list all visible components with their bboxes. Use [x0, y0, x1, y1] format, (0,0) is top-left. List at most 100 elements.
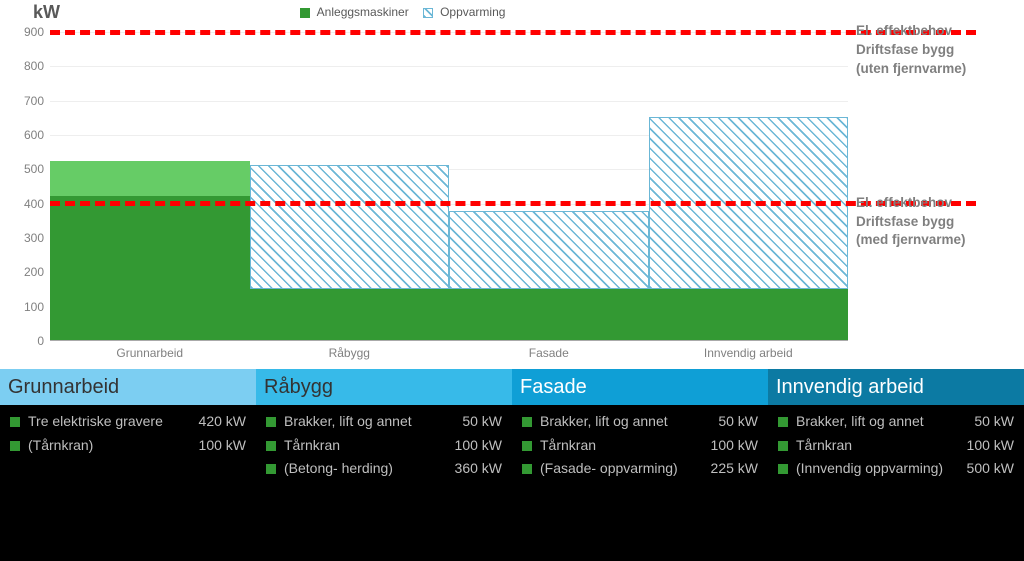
phase-item: (Tårnkran)100 kW [10, 437, 246, 455]
y-axis-title: kW [33, 2, 60, 23]
phase-header: Fasade [512, 369, 768, 405]
phase-item-label: Tårnkran [284, 437, 455, 455]
legend-label: Oppvarming [440, 5, 505, 19]
phase-item: Tårnkran100 kW [522, 437, 758, 455]
phase-item-list: Tre elektriske gravere420 kW(Tårnkran)10… [10, 413, 246, 454]
phase-item: (Fasade- oppvarming)225 kW [522, 460, 758, 478]
phase-item-value: 100 kW [455, 437, 502, 453]
phase-item-value: 50 kW [462, 413, 502, 429]
x-tick-label: Fasade [529, 340, 569, 360]
phase-item-label: Tre elektriske gravere [28, 413, 199, 431]
bullet-icon [522, 417, 532, 427]
phase-item-label: Tårnkran [540, 437, 711, 455]
phase-item-label: (Betong- herding) [284, 460, 455, 478]
y-tick-label: 900 [24, 25, 50, 39]
chart-container: kW Anleggsmaskiner Oppvarming 0100200300… [0, 0, 1024, 369]
phase-column: Råbygg Brakker, lift og annet50 kW Tårnkra… [256, 369, 512, 561]
gridline [50, 66, 848, 67]
phase-item-value: 500 kW [967, 460, 1014, 476]
bar-anleggsmaskiner-alt [50, 161, 250, 195]
legend-label: Anleggsmaskiner [317, 5, 409, 19]
bullet-icon [778, 417, 788, 427]
phase-item: (Innvendig oppvarming)500 kW [778, 460, 1014, 478]
phase-item-label: (Fasade- oppvarming) [540, 460, 711, 478]
phase-item-value: 50 kW [718, 413, 758, 429]
reference-line [50, 30, 976, 35]
bullet-icon [266, 464, 276, 474]
bullet-icon [522, 464, 532, 474]
bullet-icon [266, 417, 276, 427]
phase-header: Grunnarbeid [0, 369, 256, 405]
bar-anleggsmaskiner [250, 289, 450, 341]
ref-line-label: (med fjernvarme) [856, 231, 966, 250]
phase-body: Tre elektriske gravere420 kW(Tårnkran)10… [0, 405, 256, 468]
phase-body: Brakker, lift og annet50 kW Tårnkran100 k… [768, 405, 1024, 492]
y-tick-label: 600 [24, 128, 50, 142]
phase-item-list: Brakker, lift og annet50 kW Tårnkran100 k… [266, 413, 502, 478]
phase-item-value: 420 kW [199, 413, 246, 429]
bullet-icon [10, 441, 20, 451]
bar-anleggsmaskiner [50, 196, 250, 340]
ref-line-label: El. effektbehov [856, 22, 966, 41]
phase-item-label: Brakker, lift og annet [540, 413, 718, 431]
phase-item-value: 100 kW [967, 437, 1014, 453]
reference-line-label-group: El. effektbehovDriftsfase bygg(uten fjer… [856, 22, 966, 79]
phase-item-label: Brakker, lift og annet [796, 413, 974, 431]
bullet-icon [10, 417, 20, 427]
x-tick-label: Innvendig arbeid [704, 340, 793, 360]
phase-item-value: 100 kW [711, 437, 758, 453]
bullet-icon [522, 441, 532, 451]
phase-item: Brakker, lift og annet50 kW [522, 413, 758, 431]
bullet-icon [266, 441, 276, 451]
phase-item: Tårnkran100 kW [266, 437, 502, 455]
gridline [50, 101, 848, 102]
phase-column: GrunnarbeidTre elektriske gravere420 kW(… [0, 369, 256, 561]
phase-item: (Betong- herding)360 kW [266, 460, 502, 478]
legend: Anleggsmaskiner Oppvarming [300, 5, 505, 19]
x-tick-label: Råbygg [329, 340, 370, 360]
phase-item: Tårnkran100 kW [778, 437, 1014, 455]
y-tick-label: 800 [24, 59, 50, 73]
phase-header: Råbygg [256, 369, 512, 405]
phase-body: Brakker, lift og annet50 kW Tårnkran100 k… [512, 405, 768, 492]
legend-swatch-icon [423, 8, 433, 18]
phase-item-value: 225 kW [711, 460, 758, 476]
ref-line-label: Driftsfase bygg [856, 213, 966, 232]
phase-item-value: 100 kW [199, 437, 246, 453]
phase-item-list: Brakker, lift og annet50 kW Tårnkran100 k… [778, 413, 1014, 478]
phase-item-label: Brakker, lift og annet [284, 413, 462, 431]
bar-anleggsmaskiner [449, 289, 649, 341]
phase-column: Fasade Brakker, lift og annet50 kW Tårnkra… [512, 369, 768, 561]
plot-area: 0100200300400500600700800900GrunnarbeidR… [50, 32, 848, 341]
phase-item-label: (Tårnkran) [28, 437, 199, 455]
phase-item-label: Tårnkran [796, 437, 967, 455]
phase-item-value: 360 kW [455, 460, 502, 476]
legend-item: Anleggsmaskiner [300, 5, 409, 19]
bullet-icon [778, 464, 788, 474]
bar-oppvarming [449, 211, 649, 288]
reference-line [50, 201, 976, 206]
legend-item: Oppvarming [423, 5, 506, 19]
phase-panels: GrunnarbeidTre elektriske gravere420 kW(… [0, 369, 1024, 561]
y-tick-label: 300 [24, 231, 50, 245]
bar-oppvarming [250, 165, 450, 289]
phase-item-label: (Innvendig oppvarming) [796, 460, 967, 478]
phase-item-value: 50 kW [974, 413, 1014, 429]
phase-item: Brakker, lift og annet50 kW [778, 413, 1014, 431]
phase-column: Innvendig arbeidBrakker, lift og annet50… [768, 369, 1024, 561]
ref-line-label: (uten fjernvarme) [856, 60, 966, 79]
y-tick-label: 100 [24, 300, 50, 314]
phase-item-list: Brakker, lift og annet50 kW Tårnkran100 k… [522, 413, 758, 478]
ref-line-label: Driftsfase bygg [856, 41, 966, 60]
phase-item: Tre elektriske gravere420 kW [10, 413, 246, 431]
y-tick-label: 400 [24, 197, 50, 211]
y-tick-label: 500 [24, 162, 50, 176]
bullet-icon [778, 441, 788, 451]
y-tick-label: 0 [37, 334, 50, 348]
ref-line-label: El. effektbehov [856, 194, 966, 213]
phase-body: Brakker, lift og annet50 kW Tårnkran100 k… [256, 405, 512, 492]
legend-swatch-icon [300, 8, 310, 18]
y-tick-label: 700 [24, 94, 50, 108]
bar-anleggsmaskiner [649, 289, 849, 341]
reference-line-label-group: El. effektbehovDriftsfase bygg(med fjern… [856, 194, 966, 251]
